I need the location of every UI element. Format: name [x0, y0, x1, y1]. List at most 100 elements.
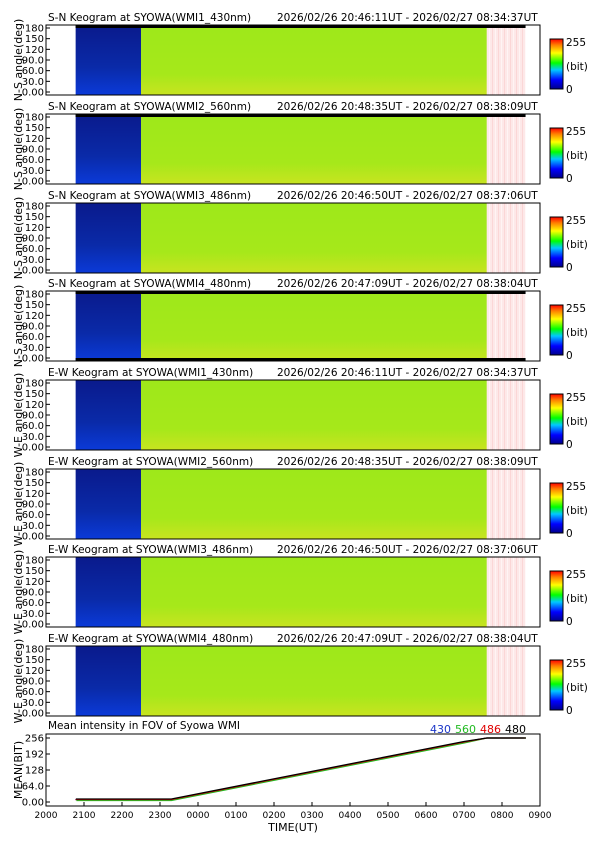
y-tick-label: 60.0 — [22, 687, 44, 698]
y-tick-label: 120 — [25, 45, 44, 56]
y-tick-label: 30.0 — [22, 255, 44, 266]
y-axis-label: MEAN(BIT) — [12, 741, 25, 799]
y-tick-label: 0.00 — [22, 266, 44, 277]
keogram-panel-4: S-N Keogram at SYOWA(WMI4_480nm) 2026/02/… — [12, 278, 588, 367]
y-tick-label: 0.00 — [22, 443, 44, 454]
keogram-twilight-region — [141, 203, 487, 273]
legend-entry-430: 430 — [430, 723, 451, 736]
y-tick-label: 30.0 — [22, 343, 44, 354]
y-tick-label: 120 — [25, 400, 44, 411]
keogram-panel-1: S-N Keogram at SYOWA(WMI1_430nm) 2026/02/… — [12, 12, 588, 101]
y-axis-label: N-S angle(deg) — [12, 197, 25, 280]
panel-time-range: 2026/02/26 20:46:50UT - 2026/02/27 08:37… — [277, 190, 538, 202]
y-tick-label: 0.00 — [22, 532, 44, 543]
y-axis-label: W-E angle(deg) — [12, 639, 25, 724]
colorbar-min-label: 0 — [566, 616, 573, 628]
y-tick-label: 180 — [25, 468, 44, 479]
y-axis-label: N-S angle(deg) — [12, 108, 25, 191]
colorbar-gradient — [549, 304, 564, 356]
y-tick-label: 180 — [25, 202, 44, 213]
y-tick-label: 150 — [25, 566, 44, 577]
y-tick-label: 180 — [25, 556, 44, 567]
colorbar-min-label: 0 — [566, 528, 573, 540]
y-tick-label: 30.0 — [22, 609, 44, 620]
y-tick-label: 0.00 — [22, 709, 44, 720]
y-tick-label: 60.0 — [22, 421, 44, 432]
keogram-dark-region — [75, 291, 141, 361]
colorbar-max-label: 255 — [566, 37, 586, 49]
panel-title: S-N Keogram at SYOWA(WMI1_430nm) — [48, 12, 251, 24]
keogram-daylight-region — [486, 380, 526, 450]
colorbar-min-label: 0 — [566, 173, 573, 185]
panel-title: S-N Keogram at SYOWA(WMI2_560nm) — [48, 101, 251, 113]
y-tick-label: 0.00 — [22, 620, 44, 631]
keogram-daylight-region — [486, 469, 526, 539]
y-tick-label: 150 — [25, 389, 44, 400]
colorbar-unit-label: (bit) — [566, 682, 588, 694]
panel-title: S-N Keogram at SYOWA(WMI3_486nm) — [48, 190, 251, 202]
y-tick-label: 150 — [25, 123, 44, 134]
y-tick-label: 90.0 — [22, 234, 44, 245]
mean-plot-frame — [45, 733, 541, 807]
keogram-panel-5: E-W Keogram at SYOWA(WMI1_430nm) 2026/02/… — [12, 367, 588, 457]
colorbar-gradient — [549, 393, 564, 445]
colorbar-max-label: 255 — [566, 569, 586, 581]
colorbar-min-label: 0 — [566, 439, 573, 451]
colorbar-gradient — [549, 216, 564, 268]
colorbar-unit-label: (bit) — [566, 505, 588, 517]
y-tick-label: 120 — [25, 311, 44, 322]
x-tick-label: 0700 — [453, 811, 476, 821]
x-tick-label: 0300 — [301, 811, 324, 821]
keogram-dark-region — [75, 380, 141, 450]
series-line-480 — [76, 737, 526, 800]
x-tick-label: 2300 — [149, 811, 172, 821]
y-tick-label: 64.0 — [22, 782, 44, 793]
y-tick-label: 180 — [25, 24, 44, 35]
x-tick-label: 0500 — [377, 811, 400, 821]
y-tick-label: 120 — [25, 489, 44, 500]
colorbar-gradient — [549, 482, 564, 534]
colorbar-max-label: 255 — [566, 481, 586, 493]
panel-title: E-W Keogram at SYOWA(WMI4_480nm) — [48, 633, 253, 645]
colorbar: 255 (bit) 0 — [549, 481, 588, 540]
keogram-twilight-region — [141, 25, 487, 95]
colorbar-unit-label: (bit) — [566, 61, 588, 73]
colorbar: 255 (bit) 0 — [549, 37, 588, 96]
keogram-dark-region — [75, 203, 141, 273]
y-tick-label: 90.0 — [22, 145, 44, 156]
colorbar-unit-label: (bit) — [566, 327, 588, 339]
keogram-twilight-region — [141, 469, 487, 539]
keogram-daylight-region — [486, 291, 526, 361]
colorbar-max-label: 255 — [566, 126, 586, 138]
keogram-panel-8: E-W Keogram at SYOWA(WMI4_480nm) 2026/02/… — [12, 633, 588, 723]
y-axis-label: N-S angle(deg) — [12, 19, 25, 102]
x-tick-label: 0100 — [225, 811, 248, 821]
keogram-top-edge — [75, 25, 526, 28]
y-tick-label: 0.00 — [22, 798, 44, 809]
y-tick-label: 180 — [25, 290, 44, 301]
y-tick-label: 90.0 — [22, 56, 44, 67]
keogram-panel-3: S-N Keogram at SYOWA(WMI3_486nm) 2026/02/… — [12, 190, 588, 279]
colorbar-unit-label: (bit) — [566, 593, 588, 605]
legend-entry-480: 480 — [505, 723, 526, 736]
panel-title: E-W Keogram at SYOWA(WMI3_486nm) — [48, 544, 253, 556]
colorbar-unit-label: (bit) — [566, 239, 588, 251]
keogram-daylight-region — [486, 646, 526, 716]
x-tick-label: 0600 — [415, 811, 438, 821]
y-tick-label: 30.0 — [22, 698, 44, 709]
keogram-dark-region — [75, 25, 141, 95]
keogram-top-edge — [75, 291, 526, 294]
keogram-twilight-region — [141, 114, 487, 184]
panel-time-range: 2026/02/26 20:48:35UT - 2026/02/27 08:38… — [277, 101, 538, 113]
keogram-twilight-region — [141, 380, 487, 450]
keogram-panel-2: S-N Keogram at SYOWA(WMI2_560nm) 2026/02/… — [12, 101, 588, 190]
panel-time-range: 2026/02/26 20:46:11UT - 2026/02/27 08:34… — [277, 367, 538, 379]
colorbar: 255 (bit) 0 — [549, 303, 588, 362]
y-tick-label: 120 — [25, 666, 44, 677]
colorbar-gradient — [549, 38, 564, 90]
keogram-daylight-region — [486, 203, 526, 273]
y-tick-label: 150 — [25, 300, 44, 311]
